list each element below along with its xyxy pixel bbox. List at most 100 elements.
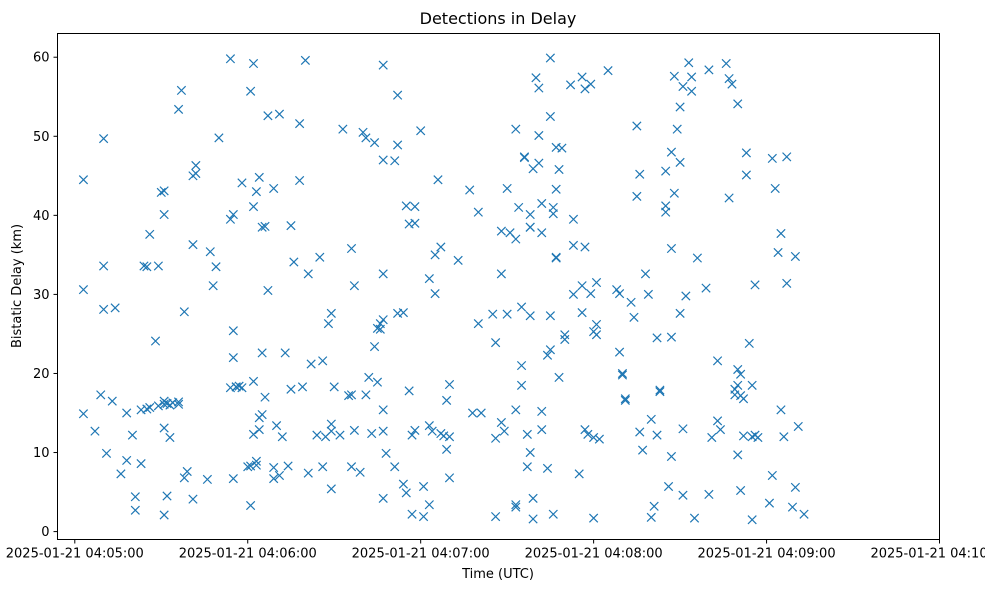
data-point: [790, 251, 801, 262]
data-point: [444, 432, 455, 442]
data-point: [652, 430, 662, 440]
data-point: [369, 341, 380, 352]
data-point: [655, 385, 665, 395]
data-point: [179, 307, 189, 317]
data-point: [248, 376, 259, 386]
y-axis-ticks: 0 10 20 30 40 50 60: [33, 51, 58, 540]
data-point: [153, 261, 164, 271]
data-point: [490, 433, 501, 443]
data-point: [793, 421, 803, 432]
data-point: [678, 490, 688, 500]
data-point: [346, 462, 357, 472]
data-point: [591, 277, 602, 288]
data-point: [545, 53, 556, 63]
data-point: [511, 500, 521, 510]
data-point: [372, 377, 383, 387]
data-point: [418, 481, 429, 492]
data-point: [525, 222, 535, 232]
data-point: [78, 175, 89, 185]
data-point: [162, 491, 172, 501]
data-point: [499, 426, 509, 436]
data-point: [453, 255, 463, 266]
data-point: [580, 242, 590, 252]
data-point: [98, 261, 109, 271]
data-point: [257, 222, 267, 232]
data-point: [675, 157, 685, 167]
data-point: [747, 515, 757, 525]
data-point: [424, 273, 434, 284]
data-point: [782, 152, 792, 162]
data-point: [476, 408, 486, 418]
data-point: [159, 510, 169, 520]
data-point: [401, 201, 411, 211]
data-point: [741, 148, 752, 158]
data-point: [173, 399, 184, 409]
data-point: [557, 143, 567, 153]
data-point: [712, 416, 723, 426]
data-point: [251, 187, 262, 197]
data-point: [90, 426, 100, 436]
data-point: [430, 288, 440, 299]
data-point: [626, 297, 636, 307]
data-point: [649, 501, 659, 511]
data-point: [263, 285, 273, 296]
data-point: [289, 257, 299, 267]
data-point: [142, 404, 152, 414]
data-point: [98, 304, 109, 315]
data-point: [661, 201, 671, 211]
data-point: [643, 289, 654, 300]
data-point: [237, 178, 247, 188]
data-point: [191, 168, 201, 179]
data-point: [116, 469, 126, 479]
y-tick-label: 10: [33, 446, 50, 461]
data-point: [323, 319, 334, 329]
data-point: [770, 183, 780, 194]
data-point: [390, 462, 400, 472]
data-point: [245, 86, 256, 96]
data-point: [329, 382, 339, 392]
data-point: [672, 124, 682, 134]
data-point: [614, 347, 625, 357]
data-point: [228, 209, 238, 220]
data-point: [632, 121, 642, 131]
data-point: [335, 430, 345, 440]
data-point: [753, 432, 763, 443]
data-point: [678, 424, 688, 434]
data-point: [767, 153, 777, 164]
data-point: [214, 133, 224, 143]
data-point: [361, 133, 371, 143]
data-point: [433, 175, 443, 185]
data-point: [392, 140, 403, 150]
data-point: [257, 348, 267, 358]
data-point: [496, 226, 507, 236]
data-point: [390, 156, 400, 166]
data-point: [424, 421, 434, 431]
data-point: [101, 448, 112, 458]
data-point: [490, 338, 501, 348]
data-point: [669, 71, 679, 81]
data-point: [208, 281, 218, 291]
data-point: [269, 473, 279, 484]
x-axis-label: Time (UTC): [461, 567, 534, 582]
data-point: [528, 514, 538, 524]
data-point: [704, 65, 714, 75]
x-tick-label: 2025-01-21 04:09:00: [698, 547, 836, 562]
data-point: [211, 262, 221, 272]
data-point: [577, 72, 587, 82]
data-point: [418, 511, 429, 522]
data-point: [392, 90, 403, 100]
data-point: [724, 73, 734, 84]
data-point: [733, 99, 743, 109]
data-point: [779, 432, 789, 442]
data-point: [294, 175, 305, 186]
data-point: [721, 58, 731, 69]
data-point: [326, 484, 336, 494]
data-point: [300, 55, 311, 66]
data-point: [620, 395, 630, 405]
data-point: [349, 425, 360, 436]
data-point: [369, 137, 380, 148]
data-point: [251, 456, 262, 466]
data-point: [145, 229, 155, 239]
data-point: [303, 468, 313, 478]
data-point: [735, 485, 746, 496]
